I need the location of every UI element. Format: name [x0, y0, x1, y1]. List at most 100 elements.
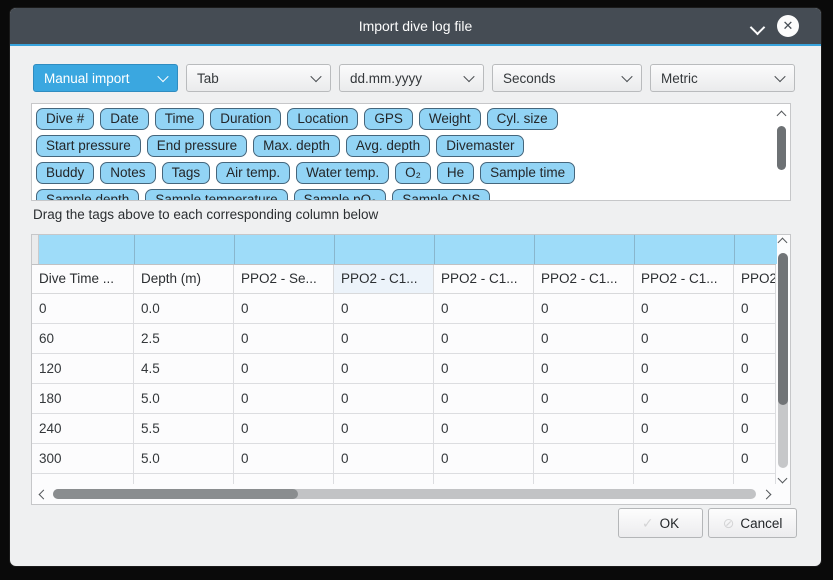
table-cell: 0 [234, 384, 334, 413]
tag-tags[interactable]: Tags [161, 162, 211, 184]
tag-gps[interactable]: GPS [364, 108, 413, 130]
ok-button[interactable]: ✓ OK [618, 508, 703, 538]
table-cell: 180 [32, 384, 134, 413]
column-header-3[interactable]: PPO2 - Se... [234, 265, 334, 293]
column-header-7[interactable]: PPO2 - C1... [634, 265, 734, 293]
table-row: 300 5.0 0 0 0 0 0 0 [32, 444, 776, 474]
titlebar-accent-line [10, 44, 821, 46]
tag-date[interactable]: Date [100, 108, 149, 130]
tag-dive[interactable]: Dive # [36, 108, 95, 130]
table-cell: 0 [334, 354, 434, 383]
titlebar[interactable]: Import dive log file ✕ [10, 8, 821, 44]
table-cell [334, 474, 434, 484]
table-cell: 4.5 [134, 354, 234, 383]
drop-target-col-1[interactable] [39, 235, 135, 264]
combo-units[interactable]: Metric [650, 64, 795, 92]
scroll-left-icon[interactable] [38, 489, 49, 500]
drop-target-col-2[interactable] [135, 235, 235, 264]
tag-sample-time[interactable]: Sample time [480, 162, 576, 184]
drop-target-col-7[interactable] [635, 235, 735, 264]
table-cell: 0 [434, 444, 534, 473]
table-cell: 0 [534, 354, 634, 383]
tag-end-pressure[interactable]: End pressure [146, 135, 248, 157]
table-row [32, 474, 776, 484]
close-button[interactable]: ✕ [777, 15, 799, 37]
table-cell: 0 [734, 324, 776, 353]
tags-scrollbar-thumb[interactable] [777, 126, 786, 170]
drop-target-col-6[interactable] [535, 235, 635, 264]
tag-buddy[interactable]: Buddy [36, 162, 95, 184]
tag-location[interactable]: Location [287, 108, 359, 130]
tag-sample-depth[interactable]: Sample depth [36, 189, 140, 200]
table-cell: 240 [32, 414, 134, 443]
table-vscroll-thumb[interactable] [778, 253, 788, 405]
table-cell [434, 474, 534, 484]
table-cell: 0 [534, 444, 634, 473]
combo-duration-format[interactable]: Seconds [492, 64, 642, 92]
column-header-4[interactable]: PPO2 - C1... [334, 265, 434, 293]
tag-air-temp[interactable]: Air temp. [216, 162, 291, 184]
tag-sample-po[interactable]: Sample pO₂ [293, 189, 387, 200]
tag-row: Buddy Notes Tags Air temp. Water temp. O₂ He Sa… [36, 162, 772, 184]
table-vertical-scrollbar[interactable] [776, 235, 790, 484]
table-row: 240 5.5 0 0 0 0 0 0 [32, 414, 776, 444]
cancel-button[interactable]: ⊘ Cancel [708, 508, 797, 538]
table-cell: 0 [734, 384, 776, 413]
column-header-8[interactable]: PPO2 [734, 265, 776, 293]
combo-import-type[interactable]: Manual import [33, 64, 178, 92]
tag-sample-cns[interactable]: Sample CNS [392, 189, 491, 200]
tag-avg-depth[interactable]: Avg. depth [345, 135, 431, 157]
cancel-label: Cancel [740, 515, 783, 531]
chevron-down-icon [157, 70, 169, 83]
column-header-2[interactable]: Depth (m) [134, 265, 234, 293]
tag-start-pressure[interactable]: Start pressure [36, 135, 141, 157]
tag-divemaster[interactable]: Divemaster [436, 135, 525, 157]
tags-scrollbar[interactable] [775, 106, 788, 198]
tag-cyl-size[interactable]: Cyl. size [486, 108, 558, 130]
table-corner-cell [32, 235, 39, 264]
column-header-5[interactable]: PPO2 - C1... [434, 265, 534, 293]
table-cell: 0 [634, 324, 734, 353]
tag-time[interactable]: Time [154, 108, 205, 130]
table-hscroll-thumb[interactable] [53, 489, 298, 499]
combo-selected-value: Seconds [503, 70, 556, 86]
tag-weight[interactable]: Weight [418, 108, 481, 130]
tag-he[interactable]: He [436, 162, 475, 184]
drop-target-col-4[interactable] [335, 235, 435, 264]
tag-notes[interactable]: Notes [100, 162, 156, 184]
table-cell: 0 [234, 294, 334, 323]
table-cell: 5.0 [134, 384, 234, 413]
tag-o[interactable]: O₂ [395, 162, 431, 184]
scroll-right-icon[interactable] [761, 489, 772, 500]
tag-max-depth[interactable]: Max. depth [253, 135, 340, 157]
table-cell: 0 [634, 384, 734, 413]
tag-sample-temperature[interactable]: Sample temperature [145, 189, 288, 200]
table-cell: 120 [32, 354, 134, 383]
table-cell: 0 [32, 294, 134, 323]
column-header-6[interactable]: PPO2 - C1... [534, 265, 634, 293]
combo-date-format[interactable]: dd.mm.yyyy [339, 64, 484, 92]
table-cell: 5.5 [134, 414, 234, 443]
import-dive-log-dialog: Import dive log file ✕ Manual import Tab d… [10, 8, 821, 566]
column-header-1[interactable]: Dive Time ... [32, 265, 134, 293]
scroll-up-icon[interactable] [777, 237, 788, 248]
table-cell [32, 474, 134, 484]
drop-target-col-8[interactable] [735, 235, 777, 264]
tag-duration[interactable]: Duration [210, 108, 282, 130]
drop-target-col-3[interactable] [235, 235, 335, 264]
table-cell [634, 474, 734, 484]
tag-water-temp[interactable]: Water temp. [296, 162, 390, 184]
scroll-up-icon[interactable] [776, 110, 787, 121]
scrollbar-track[interactable] [53, 489, 756, 499]
table-horizontal-scrollbar[interactable] [32, 484, 774, 504]
scroll-down-icon[interactable] [777, 473, 788, 484]
check-icon: ✓ [641, 514, 654, 531]
table-cell: 0 [734, 294, 776, 323]
drop-target-col-5[interactable] [435, 235, 535, 264]
table-cell: 0 [434, 324, 534, 353]
combo-field-separator[interactable]: Tab [186, 64, 331, 92]
table-cell: 0 [334, 414, 434, 443]
table-cell: 0 [534, 324, 634, 353]
table-row: 180 5.0 0 0 0 0 0 0 [32, 384, 776, 414]
table-cell [534, 474, 634, 484]
